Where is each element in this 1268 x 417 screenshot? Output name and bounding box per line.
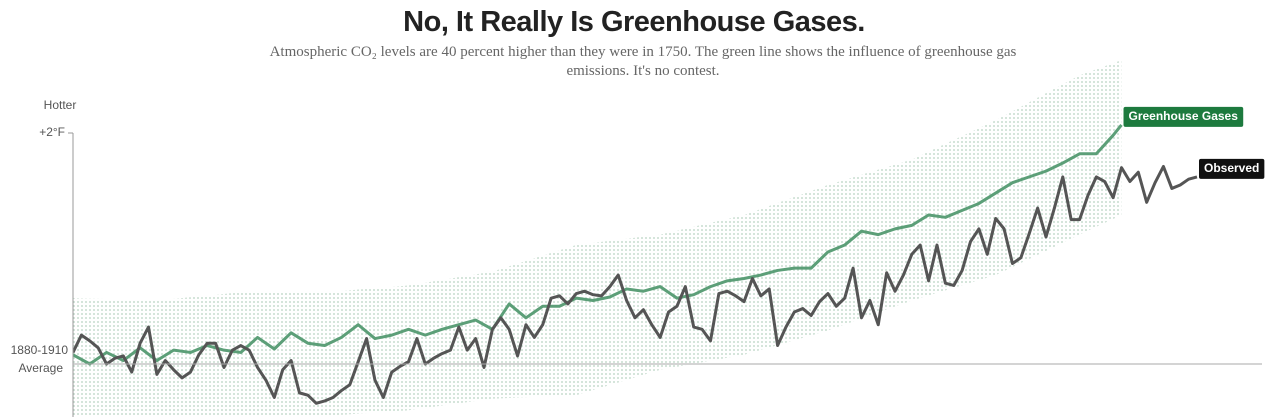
legend-label: Greenhouse Gases (1129, 109, 1239, 123)
label-box (1123, 106, 1244, 127)
series-line (73, 123, 1123, 366)
series-line (73, 164, 1198, 405)
series-end-label: Greenhouse Gases (1123, 106, 1244, 127)
y-tick-label: 1880-1910 Average (11, 343, 69, 375)
legend-label: Observed (1204, 161, 1259, 175)
chart-title: No, It Really Is Greenhouse Gases. (403, 6, 865, 38)
series-end-label: Observed (1199, 158, 1265, 179)
chart-subtitle: Atmospheric CO₂ levels are 40 percent hi… (269, 44, 1017, 79)
label-box (1199, 158, 1265, 179)
y-tick-label: +2°F (39, 125, 65, 139)
uncertainty-band (73, 60, 1122, 417)
y-axis-label: Hotter (44, 98, 77, 112)
plot-area (73, 60, 1198, 417)
